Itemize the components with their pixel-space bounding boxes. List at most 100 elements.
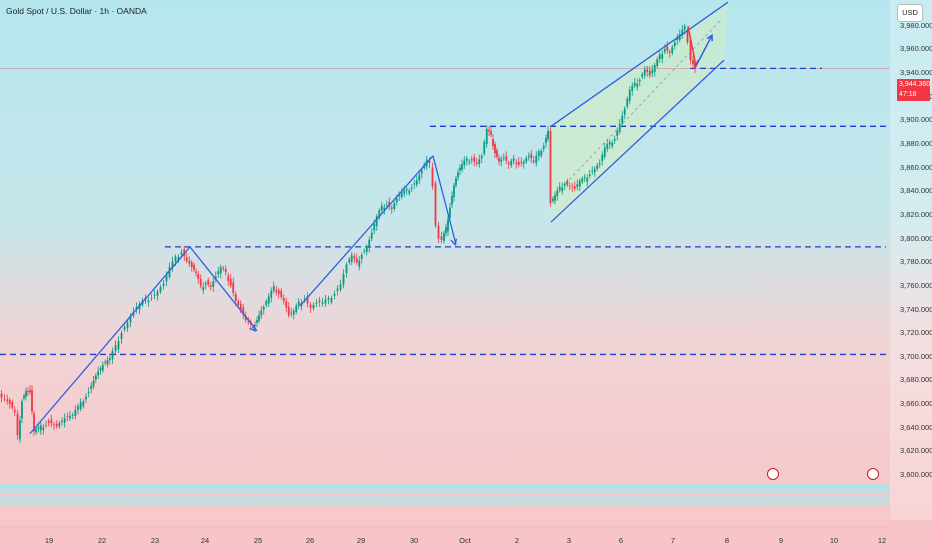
candle-body bbox=[616, 130, 619, 136]
x-tick-label: 7 bbox=[670, 536, 676, 545]
currency-button[interactable]: USD bbox=[897, 4, 923, 22]
candle-body bbox=[443, 232, 445, 241]
candle-body bbox=[97, 371, 100, 376]
candle-body bbox=[104, 362, 107, 363]
candle-body bbox=[209, 285, 212, 287]
candle-body bbox=[37, 427, 40, 429]
candle-body bbox=[556, 190, 559, 197]
candle-body bbox=[355, 258, 358, 263]
x-tick-label: 3 bbox=[566, 536, 572, 545]
candle-body bbox=[129, 316, 132, 323]
candle-body bbox=[666, 46, 669, 51]
candle-body bbox=[603, 147, 606, 157]
candle-body bbox=[365, 247, 368, 252]
volume-band-bottom bbox=[0, 510, 890, 520]
candle-body bbox=[512, 158, 515, 161]
candle-body bbox=[260, 310, 263, 316]
projection-arrow-1 bbox=[695, 34, 713, 67]
us-flag-icon[interactable] bbox=[767, 468, 779, 480]
candle-body bbox=[282, 298, 285, 302]
candle-body bbox=[380, 205, 383, 211]
candle-body bbox=[71, 414, 74, 416]
candle-body bbox=[656, 59, 659, 67]
candle-body bbox=[177, 256, 180, 261]
candle-body bbox=[390, 207, 393, 209]
candle-body bbox=[25, 390, 27, 397]
y-tick-label: 3,720.000 bbox=[900, 328, 932, 338]
candle-body bbox=[262, 307, 265, 310]
candle-body bbox=[410, 187, 413, 189]
trend-line-4 bbox=[550, 59, 725, 223]
y-tick-label: 3,700.000 bbox=[900, 351, 932, 361]
candle-body bbox=[342, 274, 345, 285]
candle-body bbox=[658, 54, 661, 60]
candle-body bbox=[275, 290, 278, 293]
candle-body bbox=[415, 180, 418, 185]
candle-body bbox=[94, 375, 97, 380]
candle-body bbox=[583, 177, 586, 179]
candle-body bbox=[77, 405, 79, 410]
candle-body bbox=[16, 413, 19, 436]
candle-body bbox=[8, 400, 11, 405]
candle-body bbox=[530, 153, 533, 159]
x-tick-label: 29 bbox=[356, 536, 366, 545]
candle-body bbox=[156, 291, 159, 296]
candle-body bbox=[618, 123, 621, 132]
candle-body bbox=[461, 164, 463, 170]
candle-body bbox=[353, 256, 356, 259]
candle-body bbox=[321, 302, 324, 305]
candle-body bbox=[74, 409, 77, 416]
candle-body bbox=[29, 390, 31, 393]
candle-body bbox=[478, 159, 481, 165]
candle-body bbox=[123, 327, 126, 330]
candle-body bbox=[13, 409, 16, 413]
candle-body bbox=[678, 34, 681, 40]
candle-body bbox=[92, 380, 95, 387]
candle-body bbox=[611, 142, 614, 147]
candle-body bbox=[39, 425, 42, 431]
candle-body bbox=[90, 385, 93, 389]
candle-body bbox=[219, 267, 222, 274]
candle-body bbox=[483, 141, 486, 154]
candle-body bbox=[174, 256, 177, 262]
candle-body bbox=[42, 427, 45, 430]
candle-body bbox=[327, 297, 330, 300]
projection-arrow-0 bbox=[687, 25, 697, 67]
candle-body bbox=[683, 26, 686, 30]
x-tick-label: 26 bbox=[305, 536, 315, 545]
candle-body bbox=[663, 49, 666, 52]
candle-body bbox=[11, 401, 14, 408]
y-tick-label: 3,960.000 bbox=[900, 44, 932, 54]
candle-body bbox=[488, 129, 490, 132]
candle-body bbox=[69, 415, 71, 419]
candle-body bbox=[651, 69, 654, 74]
us-flag-icon[interactable] bbox=[867, 468, 879, 480]
candle-body bbox=[27, 390, 29, 392]
candle-body bbox=[500, 159, 503, 162]
candle-body bbox=[453, 185, 455, 197]
candle-body bbox=[126, 322, 129, 329]
candle-body bbox=[202, 286, 205, 291]
x-tick-label: 19 bbox=[44, 536, 54, 545]
candle-body bbox=[395, 198, 398, 203]
candle-body bbox=[35, 428, 38, 433]
candle-body bbox=[689, 38, 692, 60]
candle-body bbox=[403, 190, 406, 194]
candle-body bbox=[229, 278, 232, 286]
candle-body bbox=[542, 146, 545, 149]
candle-body bbox=[437, 225, 440, 239]
candle-body bbox=[312, 304, 315, 309]
candle-body bbox=[63, 418, 66, 423]
candle-body bbox=[204, 283, 207, 285]
candle-body bbox=[428, 160, 431, 164]
candle-body bbox=[671, 47, 674, 53]
candle-body bbox=[82, 401, 85, 407]
price-chart-canvas[interactable] bbox=[0, 0, 890, 550]
volume-band-mid bbox=[0, 496, 890, 506]
candle-body bbox=[101, 365, 104, 371]
candle-body bbox=[193, 264, 195, 270]
candle-body bbox=[470, 159, 473, 161]
candle-body bbox=[455, 178, 457, 186]
candle-body bbox=[50, 419, 53, 424]
bar-countdown: 47:18 bbox=[899, 91, 917, 98]
